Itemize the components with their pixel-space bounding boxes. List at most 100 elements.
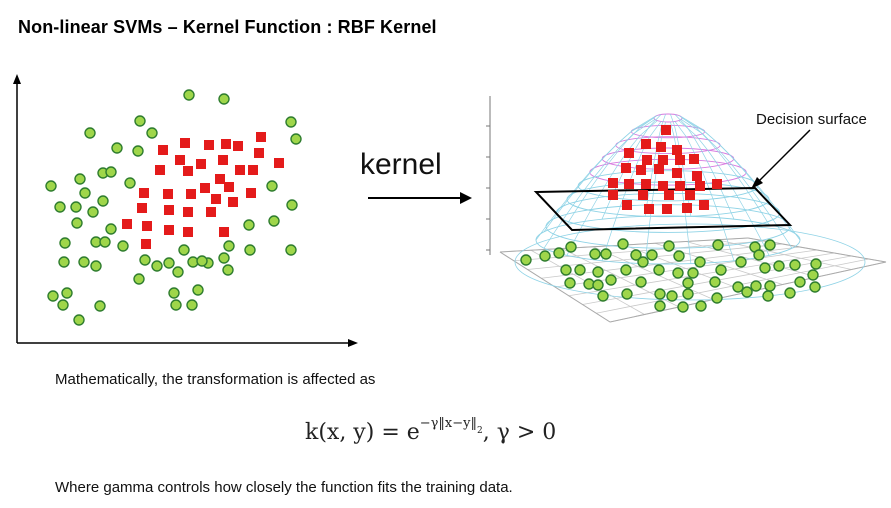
negative-point-circle [243,219,255,231]
positive-point-square [658,181,668,191]
negative-point-circle [196,255,208,267]
rbf-formula: k(x, y) = e−γ‖x−y‖2, γ > 0 [305,416,557,445]
positive-point-square [274,158,284,168]
negative-point-circle [70,201,82,213]
negative-point-circle [520,254,532,266]
decision-surface-pointer [751,129,811,189]
positive-point-square [256,132,266,142]
negative-point-circle [285,116,297,128]
negative-point-circle [90,260,102,272]
negative-point-circle [809,281,821,293]
formula-condition: , γ > 0 [482,420,557,445]
negative-point-circle [630,249,642,261]
positive-point-square [164,205,174,215]
negative-point-circle [810,258,822,270]
negative-point-circle [794,276,806,288]
formula-exponent: −γ‖x−y‖ [419,416,477,431]
negative-point-circle [133,273,145,285]
negative-point-circle [673,250,685,262]
negative-point-circle [168,287,180,299]
negative-point-circle [592,266,604,278]
negative-point-circle [635,276,647,288]
positive-point-square [122,219,132,229]
negative-point-circle [753,249,765,261]
positive-point-square [183,227,193,237]
negative-point-circle [711,292,723,304]
positive-point-square [644,204,654,214]
page-title: Non-linear SVMs – Kernel Function : RBF … [18,17,437,37]
negative-point-circle [105,166,117,178]
negative-point-circle [762,290,774,302]
negative-point-circle [134,115,146,127]
negative-point-circle [682,288,694,300]
positive-point-square [664,190,674,200]
positive-point-square [641,139,651,149]
positive-point-square [712,179,722,189]
positive-point-square [661,125,671,135]
negative-point-circle [54,201,66,213]
negative-point-circle [87,206,99,218]
negative-point-circle [183,89,195,101]
negative-point-circle [223,240,235,252]
positive-point-square [699,200,709,210]
formula-lhs: k(x, y) = e [305,420,420,445]
negative-point-circle [78,256,90,268]
negative-point-circle [565,241,577,253]
negative-point-circle [178,244,190,256]
positive-point-square [621,163,631,173]
negative-point-circle [97,195,109,207]
negative-point-circle [244,244,256,256]
positive-point-square [221,139,231,149]
positive-point-square [163,189,173,199]
negative-point-circle [764,239,776,251]
positive-point-square [142,221,152,231]
positive-point-square [246,188,256,198]
positive-point-square [685,190,695,200]
negative-point-circle [117,240,129,252]
negative-point-circle [672,267,684,279]
positive-point-square [186,189,196,199]
positive-point-square [675,155,685,165]
positive-point-square [137,203,147,213]
positive-point-square [180,138,190,148]
positive-point-square [672,168,682,178]
positive-point-square [233,141,243,151]
positive-point-square [200,183,210,193]
positive-point-square [183,207,193,217]
negative-point-circle [285,244,297,256]
negative-point-circle [84,127,96,139]
negative-point-circle [712,239,724,251]
negative-point-circle [654,300,666,312]
positive-point-square [692,171,702,181]
negative-point-circle [58,256,70,268]
negative-point-circle [759,262,771,274]
negative-point-circle [653,264,665,276]
positive-point-square [638,190,648,200]
negative-point-circle [732,281,744,293]
negative-point-circle [741,286,753,298]
math-intro-text: Mathematically, the transformation is af… [55,371,376,388]
negative-point-circle [186,299,198,311]
negative-point-circle [151,260,163,272]
negative-point-circle [695,300,707,312]
negative-point-circle [99,236,111,248]
negative-point-circle [646,249,658,261]
negative-point-circle [268,215,280,227]
negative-point-circle [620,264,632,276]
negative-point-circle [132,145,144,157]
positive-point-square [695,181,705,191]
positive-point-square [196,159,206,169]
decision-surface-label: Decision surface [756,111,867,128]
positive-point-square [235,165,245,175]
kernel-arrow [368,192,472,204]
negative-point-circle [750,280,762,292]
negative-point-circle [600,248,612,260]
positive-point-square [164,225,174,235]
negative-point-circle [553,247,565,259]
negative-point-circle [192,284,204,296]
negative-point-circle [170,299,182,311]
positive-point-square [211,194,221,204]
negative-point-circle [146,127,158,139]
positive-point-square [608,190,618,200]
